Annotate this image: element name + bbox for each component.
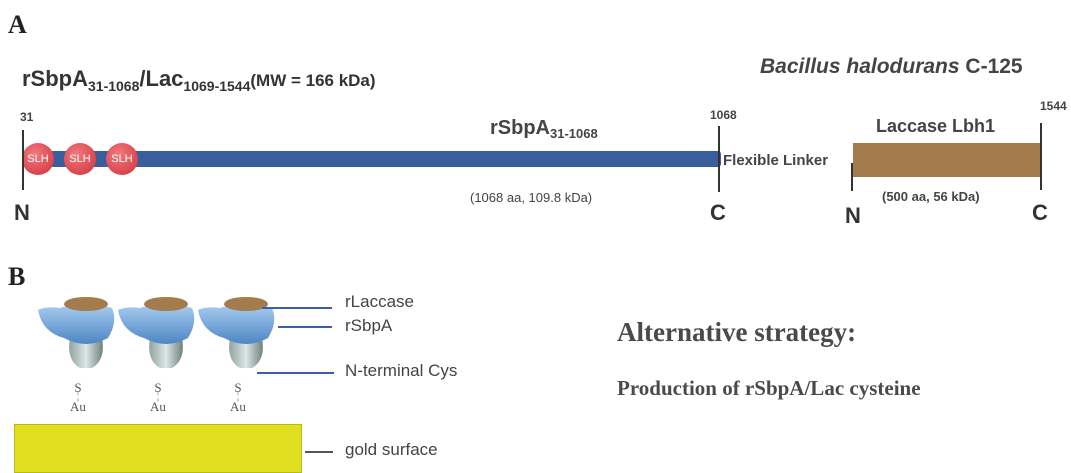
species-strain: C-125 [965,55,1023,78]
construct-title: rSbpA31-1068/Lac1069-1544(MW = 166 kDa) [22,66,376,94]
bond-tick: ¦ [236,391,239,402]
rsbpa-leader [278,326,332,328]
gold-atom-label: Au [230,399,246,414]
position-1544: 1544 [1040,99,1067,113]
gold-callout: gold surface [345,440,438,459]
panel-a-label: A [8,10,27,39]
strategy-title: Alternative strategy: [617,317,857,347]
gold-atom-label: Au [70,399,86,414]
thiol-bond-3: S ¦ Au [223,380,253,414]
position-1068: 1068 [710,108,737,122]
construct-sub1: 31-1068 [88,78,140,94]
flexible-linker-label: Flexible Linker [723,152,829,169]
laccase-n-label: N [845,203,861,228]
protein-array [36,294,286,394]
gold-leader [305,451,333,453]
cys-leader [257,372,334,374]
sbpa-domain-label: rSbpA31-1068 [490,117,598,141]
slh-domain-2: SLH [64,143,96,175]
slh-domain-1: SLH [22,143,54,175]
rsbpa-callout: rSbpA [345,316,393,335]
n-terminus-label: N [14,200,30,225]
bond-tick: ¦ [156,391,159,402]
gold-atom-label: Au [150,399,166,414]
laccase-end-tick [1040,123,1042,190]
rlaccase-callout: rLaccase [345,292,414,311]
panel-b-label: B [8,262,26,291]
construct-mw: (MW = 166 kDa) [250,71,376,90]
construct-sub2: 1069-1544 [183,78,251,94]
position-31: 31 [20,110,34,124]
sbpa-domain-sub: 31-1068 [550,126,598,141]
n-terminus-tick [22,130,24,190]
strategy-text: Production of rSbpA/Lac cysteine [617,376,921,400]
gold-surface [14,424,302,473]
c-terminus-label: C [710,200,726,225]
species-italic: Bacillus halodurans [760,55,960,78]
construct-sep: /Lac [139,66,184,91]
protein-3 [198,297,275,368]
thiol-bond-2: S ¦ Au [143,380,173,414]
protein-2 [118,297,195,368]
laccase-info: (500 aa, 56 kDa) [882,189,980,204]
protein-1 [38,297,115,368]
rlaccase-leader [262,307,332,309]
sbpa-domain-name: rSbpA [490,117,550,139]
bond-tick: ¦ [76,391,79,402]
sulfur-label: S [74,380,82,395]
sbpa-end-tick [718,126,720,192]
species-label: Bacillus halodurans C-125 [760,55,1023,79]
sulfur-label: S [154,380,162,395]
sbpa-domain-bar [28,151,721,167]
cys-callout: N-terminal Cys [345,361,458,380]
laccase-c-label: C [1032,200,1048,225]
protein-array-graphic [38,297,275,368]
laccase-domain-bar [853,143,1040,177]
thiol-bond-1: S ¦ Au [63,380,93,414]
sulfur-label: S [234,380,242,395]
slh-domain-3: SLH [106,143,138,175]
sbpa-info: (1068 aa, 109.8 kDa) [470,190,593,205]
construct-name: rSbpA [22,66,88,91]
laccase-domain-label: Laccase Lbh1 [876,116,996,136]
laccase-start-tick [851,163,853,191]
